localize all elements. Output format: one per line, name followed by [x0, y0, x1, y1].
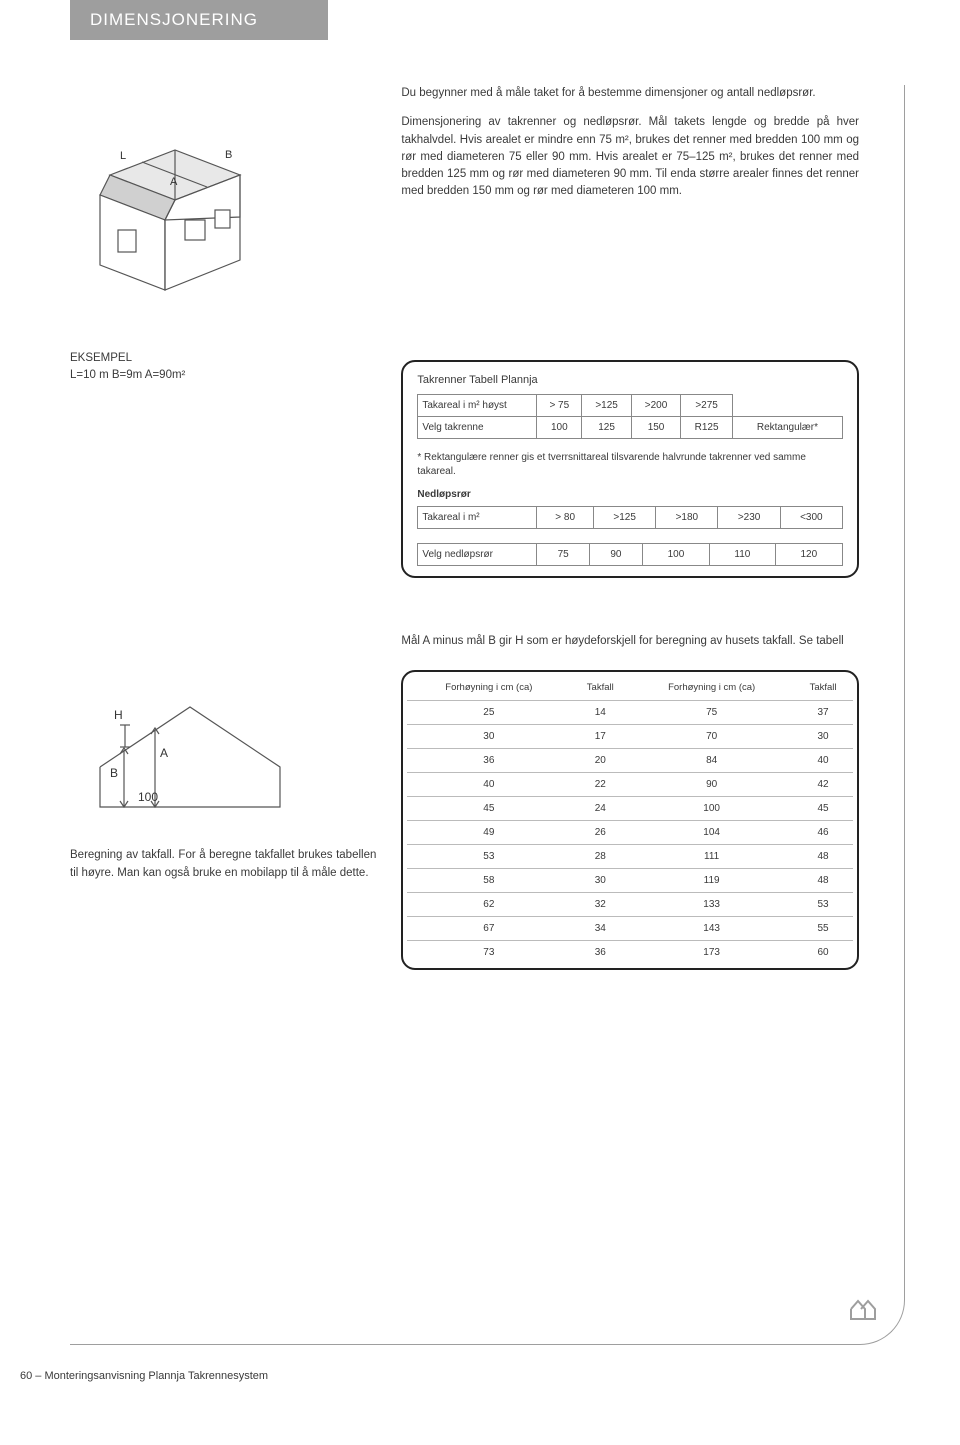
- svg-text:H: H: [114, 708, 123, 722]
- label-B: B: [225, 149, 232, 161]
- takfall-cell: 36: [570, 940, 630, 964]
- takfall-cell: 119: [630, 868, 793, 892]
- takrenner-table: Takareal i m² høyst > 75 >125 >200 >275 …: [417, 394, 843, 439]
- takfall-cell: 46: [793, 820, 853, 844]
- takfall-cell: 14: [570, 700, 630, 724]
- takfall-cell: 34: [570, 916, 630, 940]
- takfall-cell: 42: [793, 772, 853, 796]
- takfall-cell: 53: [407, 844, 570, 868]
- house-logo-icon: [849, 1295, 879, 1326]
- nedlopsror-heading: Nedløpsrør: [417, 489, 843, 500]
- takfall-cell: 67: [407, 916, 570, 940]
- takfall-cell: 73: [407, 940, 570, 964]
- intro-paragraph-2: Dimensjonering av takrenner og nedløpsrø…: [401, 114, 859, 200]
- mid-text: Mål A minus mål B gir H som er høydefors…: [401, 633, 859, 650]
- takfall-cell: 30: [407, 724, 570, 748]
- takfall-cell: 40: [407, 772, 570, 796]
- example-label: EKSEMPEL L=10 m B=9m A=90m²: [70, 350, 376, 385]
- takfall-cell: 20: [570, 748, 630, 772]
- intro-paragraph-1: Du begynner med å måle taket for å beste…: [401, 85, 859, 102]
- house-isometric-diagram: L B A: [70, 125, 376, 300]
- nedlopsror-table: Takareal i m² > 80 >125 >180 >230 <300: [417, 506, 843, 529]
- page-footer: 60 – Monteringsanvisning Plannja Takrenn…: [20, 1345, 905, 1402]
- takfall-cell: 36: [407, 748, 570, 772]
- takfall-cell: 25: [407, 700, 570, 724]
- takfall-cell: 24: [570, 796, 630, 820]
- takfall-cell: 104: [630, 820, 793, 844]
- svg-text:B: B: [110, 766, 118, 780]
- page-header-tab: DIMENSJONERING: [70, 0, 328, 40]
- takfall-cell: 173: [630, 940, 793, 964]
- calc-text: Beregning av takfall. For å beregne takf…: [70, 847, 376, 882]
- takfall-cell: 133: [630, 892, 793, 916]
- takfall-cell: 32: [570, 892, 630, 916]
- svg-text:A: A: [160, 746, 168, 760]
- takfall-cell: 70: [630, 724, 793, 748]
- takfall-cell: 45: [407, 796, 570, 820]
- takrenner-note: * Rektangulære renner gis et tverrsnitta…: [417, 451, 843, 479]
- takfall-cell: 84: [630, 748, 793, 772]
- takfall-table-box: Forhøyning i cm (ca) Takfall Forhøyning …: [401, 670, 859, 969]
- takfall-cell: 90: [630, 772, 793, 796]
- takfall-table: Forhøyning i cm (ca) Takfall Forhøyning …: [407, 676, 853, 963]
- takfall-cell: 49: [407, 820, 570, 844]
- takfall-cell: 75: [630, 700, 793, 724]
- label-A: A: [170, 176, 178, 188]
- takfall-cell: 100: [630, 796, 793, 820]
- takfall-cell: 55: [793, 916, 853, 940]
- takfall-cell: 30: [793, 724, 853, 748]
- takfall-cell: 17: [570, 724, 630, 748]
- takfall-cell: 48: [793, 844, 853, 868]
- takfall-cell: 37: [793, 700, 853, 724]
- takfall-cell: 58: [407, 868, 570, 892]
- takfall-cell: 45: [793, 796, 853, 820]
- takfall-cell: 26: [570, 820, 630, 844]
- svg-text:100: 100: [138, 790, 158, 804]
- takfall-cell: 30: [570, 868, 630, 892]
- takfall-cell: 48: [793, 868, 853, 892]
- takfall-cell: 53: [793, 892, 853, 916]
- takfall-cell: 28: [570, 844, 630, 868]
- label-L: L: [120, 150, 126, 162]
- takfall-cell: 62: [407, 892, 570, 916]
- takfall-cell: 111: [630, 844, 793, 868]
- takrenner-table-title: Takrenner Tabell Plannja: [417, 374, 843, 386]
- takfall-cell: 22: [570, 772, 630, 796]
- takrenner-table-box: Takrenner Tabell Plannja Takareal i m² h…: [401, 360, 859, 578]
- nedlopsror-table-2: Velg nedløpsrør 75 90 100 110 120: [417, 543, 843, 566]
- takfall-cell: 60: [793, 940, 853, 964]
- takfall-cell: 143: [630, 916, 793, 940]
- takfall-cell: 40: [793, 748, 853, 772]
- content-frame: L B A Du begynner med å måle taket for å…: [70, 85, 905, 1345]
- house-front-diagram: H A B 100: [70, 677, 376, 822]
